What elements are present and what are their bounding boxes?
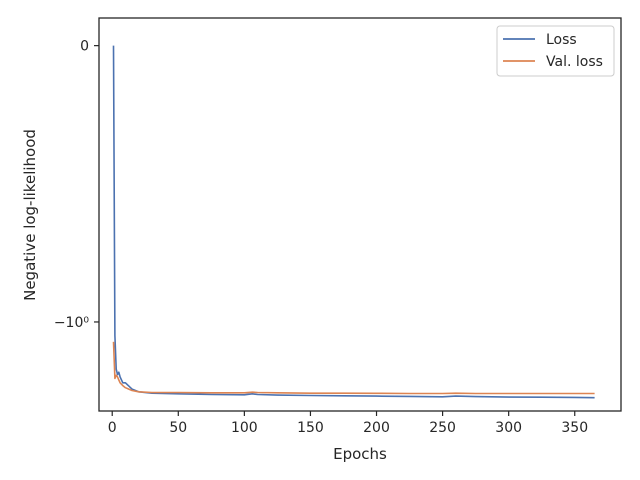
x-tick-label: 0 [108, 420, 117, 436]
y-tick-label: −10⁰ [54, 315, 90, 331]
x-tick-label: 250 [429, 420, 456, 436]
x-axis-label: Epochs [333, 445, 387, 463]
x-tick-label: 150 [297, 420, 324, 436]
legend-label-loss: Loss [546, 32, 577, 48]
series-layer [112, 45, 595, 399]
y-axis-label: Negative log-likelihood [21, 129, 39, 301]
x-tick-label: 50 [169, 420, 187, 436]
x-axis-ticks: 0 50 100 150 200 250 300 350 [108, 411, 588, 436]
legend-label-val-loss: Val. loss [546, 54, 603, 70]
x-tick-label: 350 [561, 420, 588, 436]
series-line-val-loss [112, 341, 595, 395]
y-axis-ticks: 0 −10⁰ [54, 39, 99, 331]
x-tick-label: 100 [231, 420, 258, 436]
plot-frame [98, 17, 622, 412]
legend: Loss Val. loss [496, 25, 615, 77]
x-tick-label: 200 [363, 420, 390, 436]
x-tick-label: 300 [495, 420, 522, 436]
series-line-loss [112, 45, 595, 399]
y-tick-label: 0 [80, 39, 89, 55]
